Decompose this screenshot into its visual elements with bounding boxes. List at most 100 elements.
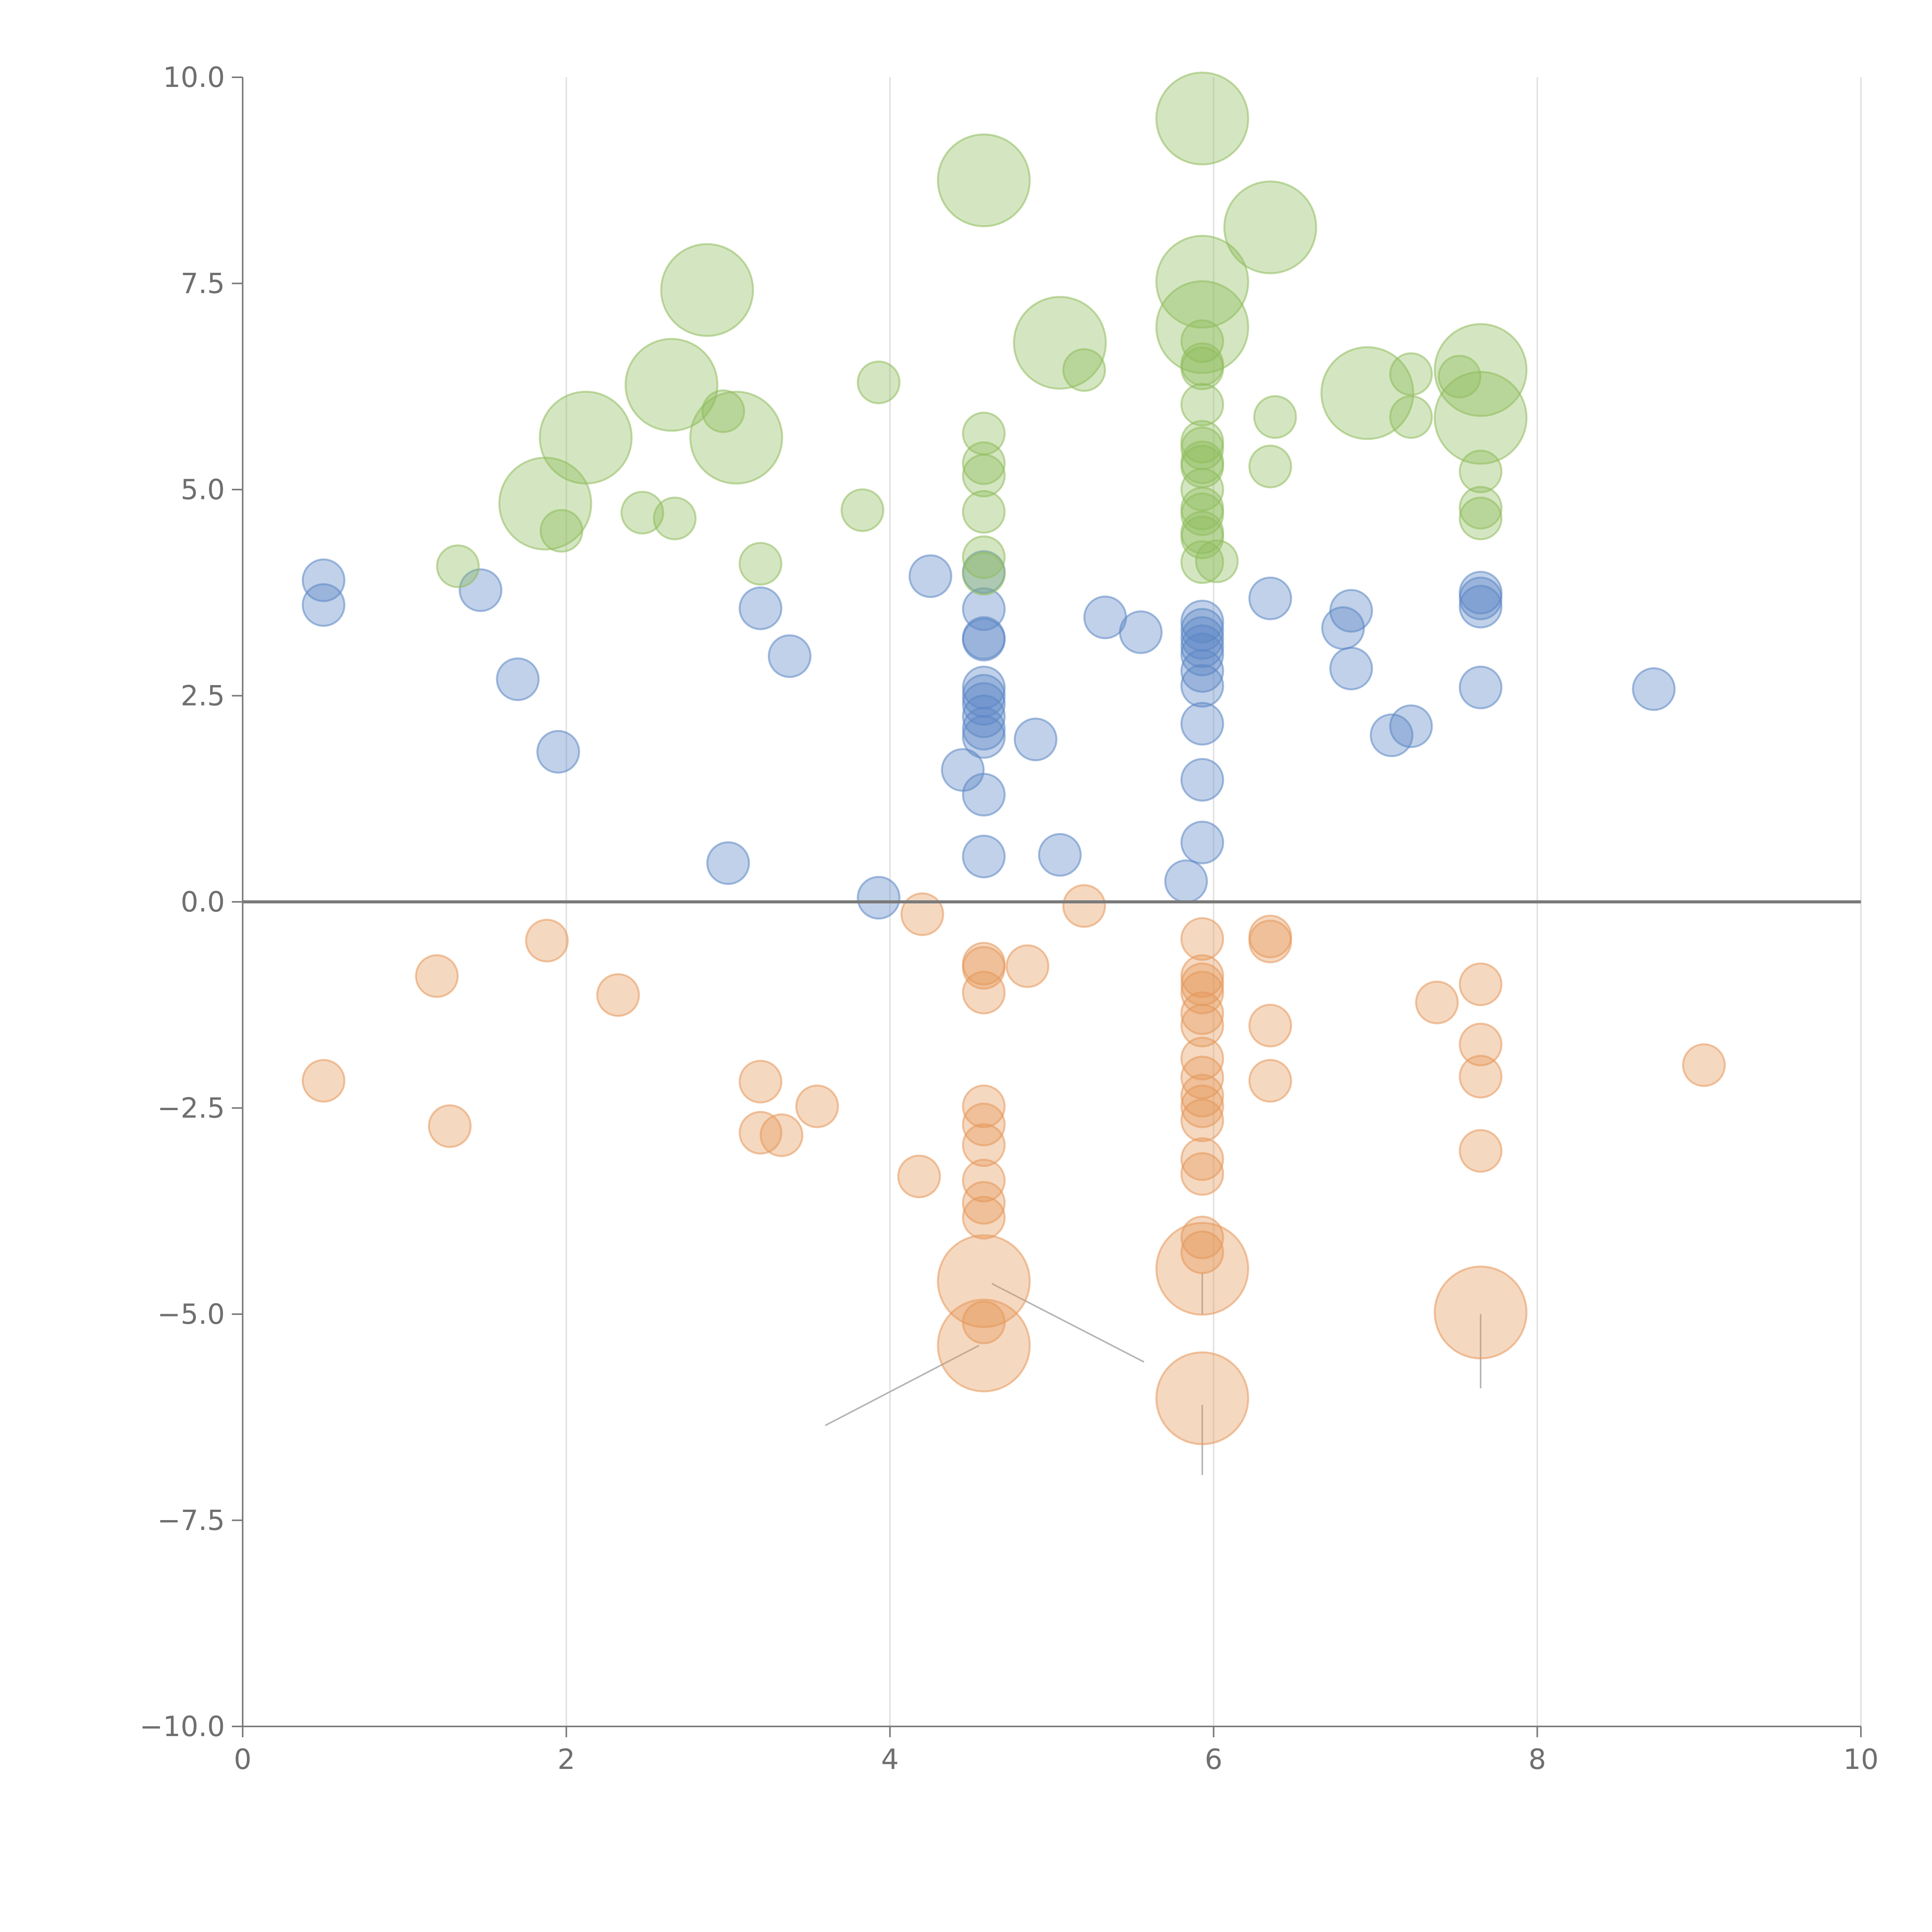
bubble-green-38 [1180,540,1224,584]
bubble-orange-23 [1005,944,1049,988]
bubble-orange-45 [1248,1059,1292,1103]
bubble-orange-7 [760,1113,804,1157]
bubble-green-27 [1180,346,1224,390]
bubble-green-35 [1180,492,1224,536]
bubble-green-5 [624,338,719,432]
bubble-orange-48 [1459,1022,1503,1066]
y-tick-label-1: 7.5 [180,267,225,300]
bubble-blue-23 [1014,718,1058,762]
bubble-orange-44 [1248,1003,1292,1048]
bubble-orange-50 [1459,1129,1503,1173]
bubble-orange-17 [962,1158,1006,1202]
bubble-blue-14 [962,617,1006,662]
bubble-blue-33 [1180,649,1224,693]
bubble-blue-38 [1248,577,1292,621]
bubble-green-42 [1253,395,1297,439]
bubble-blue-3 [496,657,540,701]
bubble-orange-20 [937,1234,1031,1328]
x-tick-label-3: 6 [1205,1743,1223,1776]
bubble-green-50 [1459,486,1503,530]
bubble-blue-7 [768,634,812,678]
bubble-blue-34 [1180,664,1224,708]
bubble-blue-35 [1180,702,1224,746]
bubble-green-25 [1180,319,1224,363]
bubble-orange-13 [962,971,1006,1015]
bubble-orange-9 [897,1155,941,1199]
bubble-orange-49 [1459,1054,1503,1099]
bubble-orange-3 [525,918,569,963]
bubble-green-49 [1459,449,1503,493]
bubble-orange-37 [1180,1152,1224,1196]
bubble-green-12 [857,361,901,405]
leader-line-0 [825,1345,980,1426]
y-tick-label-6: −5.0 [157,1298,225,1330]
x-tick-label-0: 0 [234,1743,252,1776]
bubble-orange-21 [962,1300,1006,1344]
bubble-green-6 [653,497,697,541]
bubble-blue-21 [962,773,1006,817]
bubble-green-7 [660,243,754,337]
bubble-orange-12 [962,946,1006,990]
bubble-green-10 [738,542,782,586]
y-tick-label-7: −7.5 [157,1504,225,1537]
bubble-green-17 [962,490,1006,534]
bubble-orange-14 [962,1084,1006,1128]
series-green [436,71,1528,596]
x-tick-label-5: 10 [1843,1743,1879,1776]
series-blue [301,550,1676,920]
series-orange [301,884,1726,1445]
bubble-green-37 [1180,515,1224,560]
bubble-green-48 [1434,371,1528,465]
bubble-green-8 [701,389,745,433]
bubble-green-24 [1155,280,1249,374]
bubble-orange-8 [795,1084,839,1128]
bubble-green-20 [1013,296,1107,390]
bubble-orange-25 [1180,917,1224,961]
bubble-orange-18 [962,1181,1006,1225]
bubble-orange-47 [1459,962,1503,1006]
y-tick-label-3: 2.5 [180,680,225,712]
bubble-blue-8 [857,876,901,920]
bubble-green-18 [962,535,1006,579]
bubble-green-44 [1389,352,1433,396]
bubble-green-41 [1248,444,1292,488]
bubble-blue-2 [459,568,503,612]
bubble-green-13 [937,133,1031,228]
bubble-orange-41 [1155,1351,1249,1445]
bubble-green-0 [436,544,480,588]
y-tick-label-0: 10.0 [163,61,225,94]
tick-labels: 10.0 7.5 5.0 2.5 0.0 −2.5 −5.0 −7.5 −10.0 0 2 4 6 8 10 [139,61,1878,1776]
bubble-green-47 [1434,323,1528,417]
bubble-blue-24 [1038,833,1082,877]
bubble-green-19 [962,552,1006,596]
bubble-orange-31 [1180,1036,1224,1080]
bubble-orange-22 [937,1298,1031,1393]
bubble-orange-33 [1180,1073,1224,1117]
bubble-green-51 [1459,497,1503,541]
bubble-green-33 [1180,468,1224,512]
bubble-orange-40 [1155,1222,1249,1316]
bubble-orange-35 [1180,1099,1224,1143]
bubble-blue-47 [1459,665,1503,709]
bubble-green-11 [840,488,884,532]
y-tick-label-5: −2.5 [157,1092,225,1124]
bubble-blue-27 [1164,859,1208,903]
bubble-green-39 [1195,539,1239,583]
bubble-orange-51 [1434,1265,1528,1360]
y-tick-label-8: −10.0 [139,1710,225,1743]
x-tick-label-2: 4 [881,1743,899,1776]
bubble-green-28 [1180,383,1224,427]
bubble-orange-0 [301,1059,345,1103]
bubble-blue-48 [1632,667,1676,711]
bubble-orange-10 [900,892,944,936]
bubble-orange-24 [1062,884,1106,928]
bubble-green-16 [962,454,1006,498]
bubble-green-3 [539,391,633,485]
bubble-blue-46 [1459,585,1503,629]
bubble-orange-46 [1415,980,1459,1024]
bubble-green-45 [1389,395,1433,439]
bubble-orange-38 [1180,1216,1224,1260]
bubble-orange-39 [1180,1230,1224,1274]
x-tick-label-4: 8 [1528,1743,1546,1776]
bubble-green-22 [1155,71,1249,166]
